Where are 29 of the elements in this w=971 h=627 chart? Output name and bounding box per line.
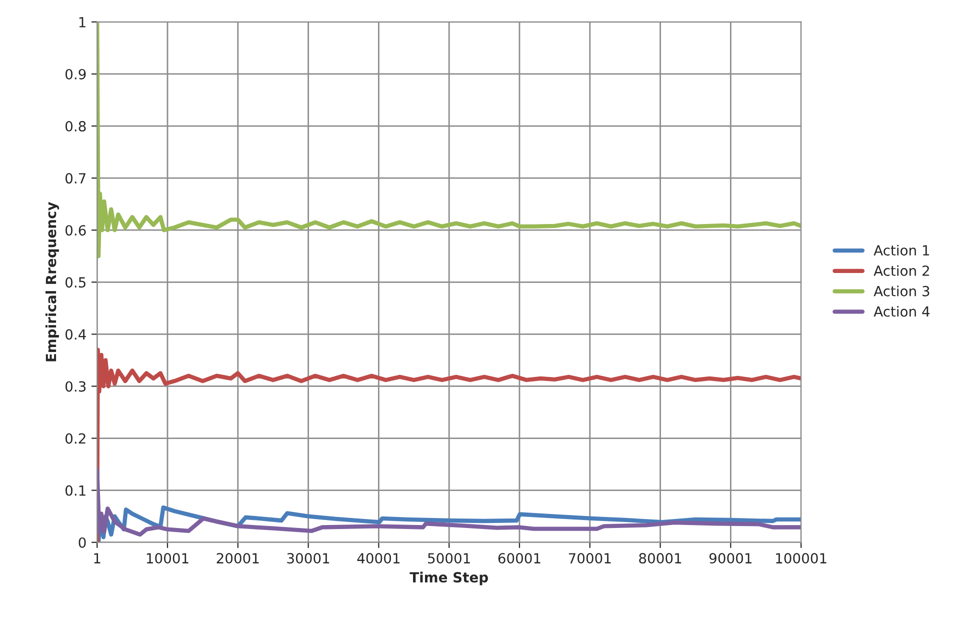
x-tick-label: 90001 bbox=[709, 553, 752, 564]
x-tick-label: 10001 bbox=[146, 553, 188, 564]
x-tick-label: 30001 bbox=[287, 553, 330, 564]
y-tick-label: 0.5 bbox=[66, 277, 86, 288]
y-tick-label: 0.6 bbox=[66, 225, 86, 236]
y-tick-label: 0.1 bbox=[66, 485, 86, 496]
y-tick-label: 0.9 bbox=[66, 68, 86, 80]
legend-label: Action 1 bbox=[874, 244, 930, 256]
y-tick-label: 0.2 bbox=[66, 433, 86, 444]
y-tick-label: 0.8 bbox=[66, 120, 86, 132]
y-tick-label: 0.4 bbox=[66, 329, 86, 340]
x-tick-label: 70001 bbox=[568, 553, 611, 564]
x-tick-label: 1 bbox=[94, 553, 100, 564]
x-tick-label: 80001 bbox=[639, 553, 682, 564]
y-tick-label: 0.3 bbox=[66, 381, 86, 392]
legend-label: Action 4 bbox=[874, 306, 930, 317]
x-tick-label: 60001 bbox=[498, 553, 540, 564]
y-tick-label: 0.7 bbox=[66, 173, 86, 184]
x-tick-label: 20001 bbox=[216, 553, 259, 564]
line-series bbox=[97, 467, 802, 537]
y-tick-label: 1 bbox=[79, 17, 86, 28]
y-tick-label: 0 bbox=[78, 537, 86, 548]
x-tick-label: 40001 bbox=[357, 553, 400, 564]
x-axis-title: Time Step bbox=[410, 572, 488, 586]
y-axis-title: Empirical Rrequency bbox=[45, 202, 60, 362]
x-tick-label: 100001 bbox=[776, 553, 826, 564]
legend-label: Action 3 bbox=[874, 286, 930, 296]
legend-label: Action 2 bbox=[874, 265, 929, 276]
x-tick-label: 50001 bbox=[428, 553, 470, 564]
